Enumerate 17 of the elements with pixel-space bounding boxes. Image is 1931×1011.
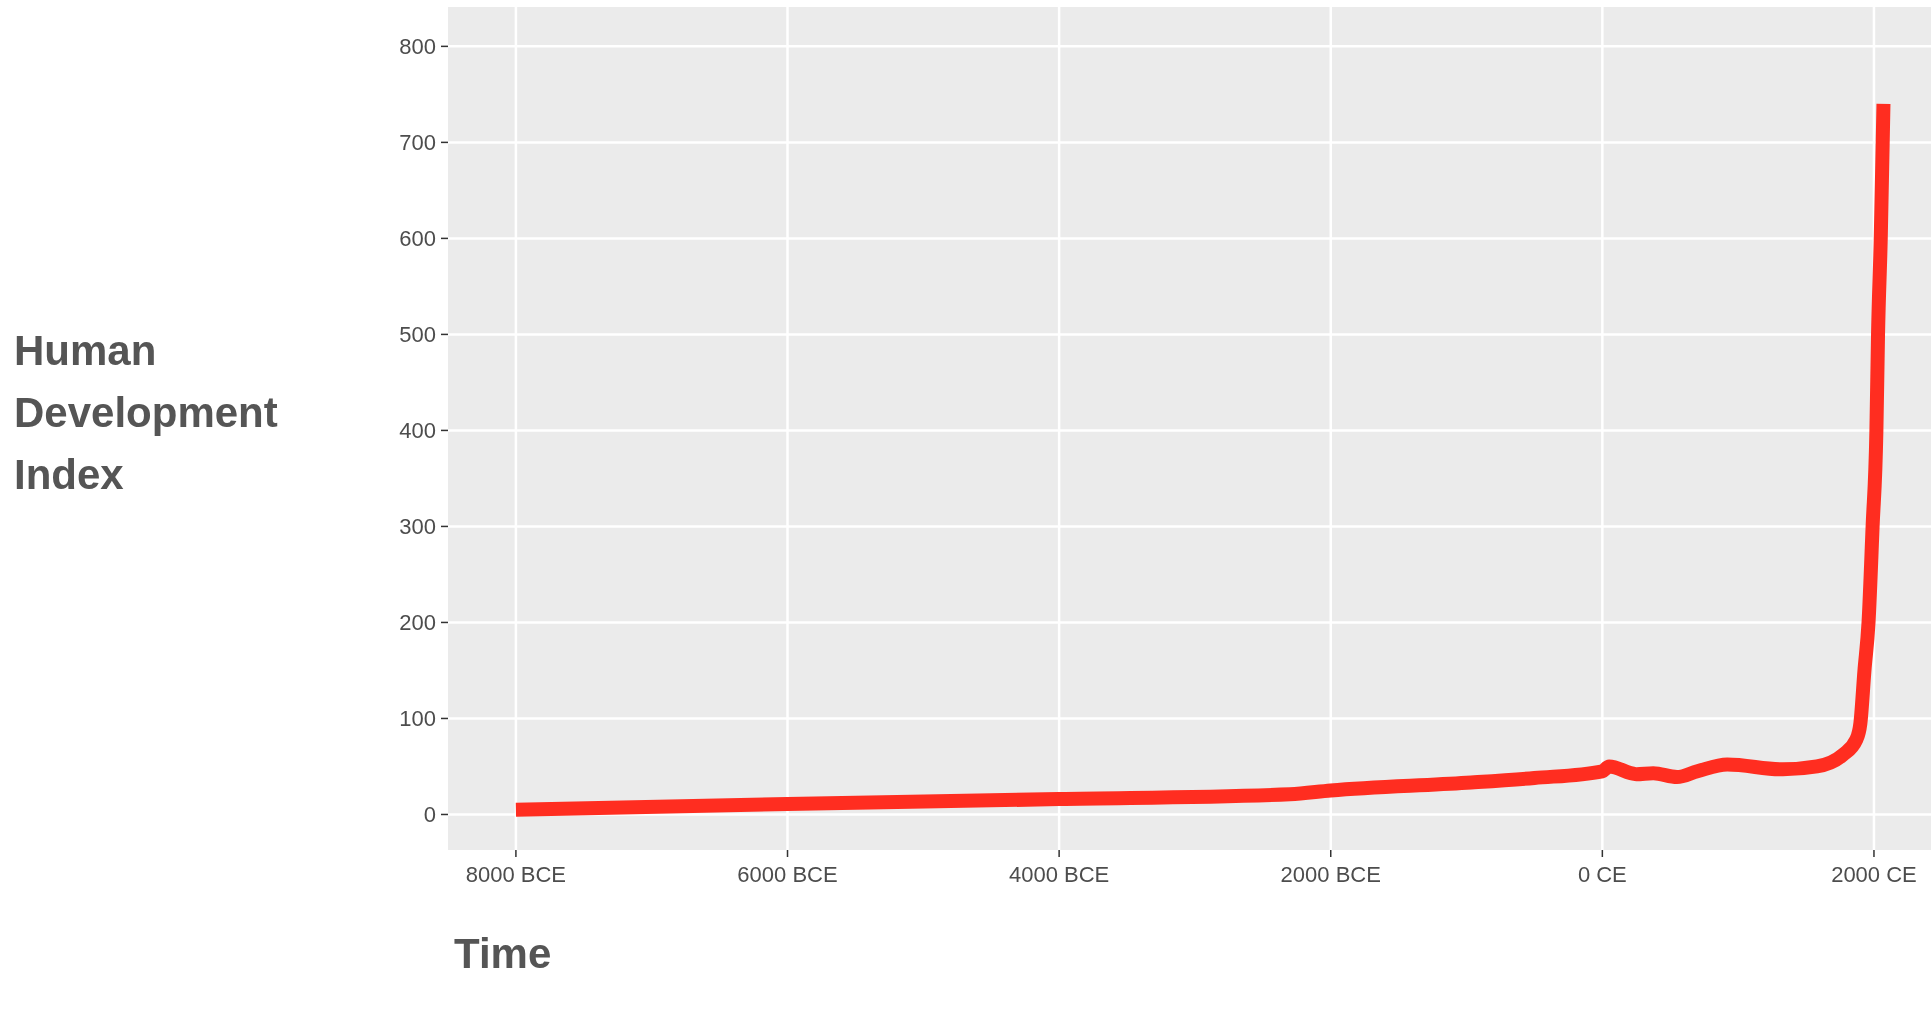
y-tick-label: 400 [399,418,436,444]
y-tick-label: 700 [399,130,436,156]
x-tick-label: 8000 BCE [465,862,567,887]
y-tick-label: 800 [399,34,436,60]
y-tick-label: 200 [399,610,436,636]
y-tick-label: 300 [399,514,436,540]
x-axis-title: Time [454,930,552,977]
y-axis-title: Human Development Index [14,327,278,498]
y-tick-label: 100 [399,706,436,732]
x-tick-label: 4000 BCE [1008,862,1110,887]
y-tick-label: 500 [399,322,436,348]
x-tick-label: 2000 CE [1831,862,1917,887]
x-tick-label: 6000 BCE [737,862,838,887]
x-tick-label: 2000 BCE [1280,862,1381,887]
x-tick-label: 0 CE [1577,862,1627,887]
y-tick-label: 600 [399,226,436,252]
y-tick-label: 0 [423,802,436,828]
